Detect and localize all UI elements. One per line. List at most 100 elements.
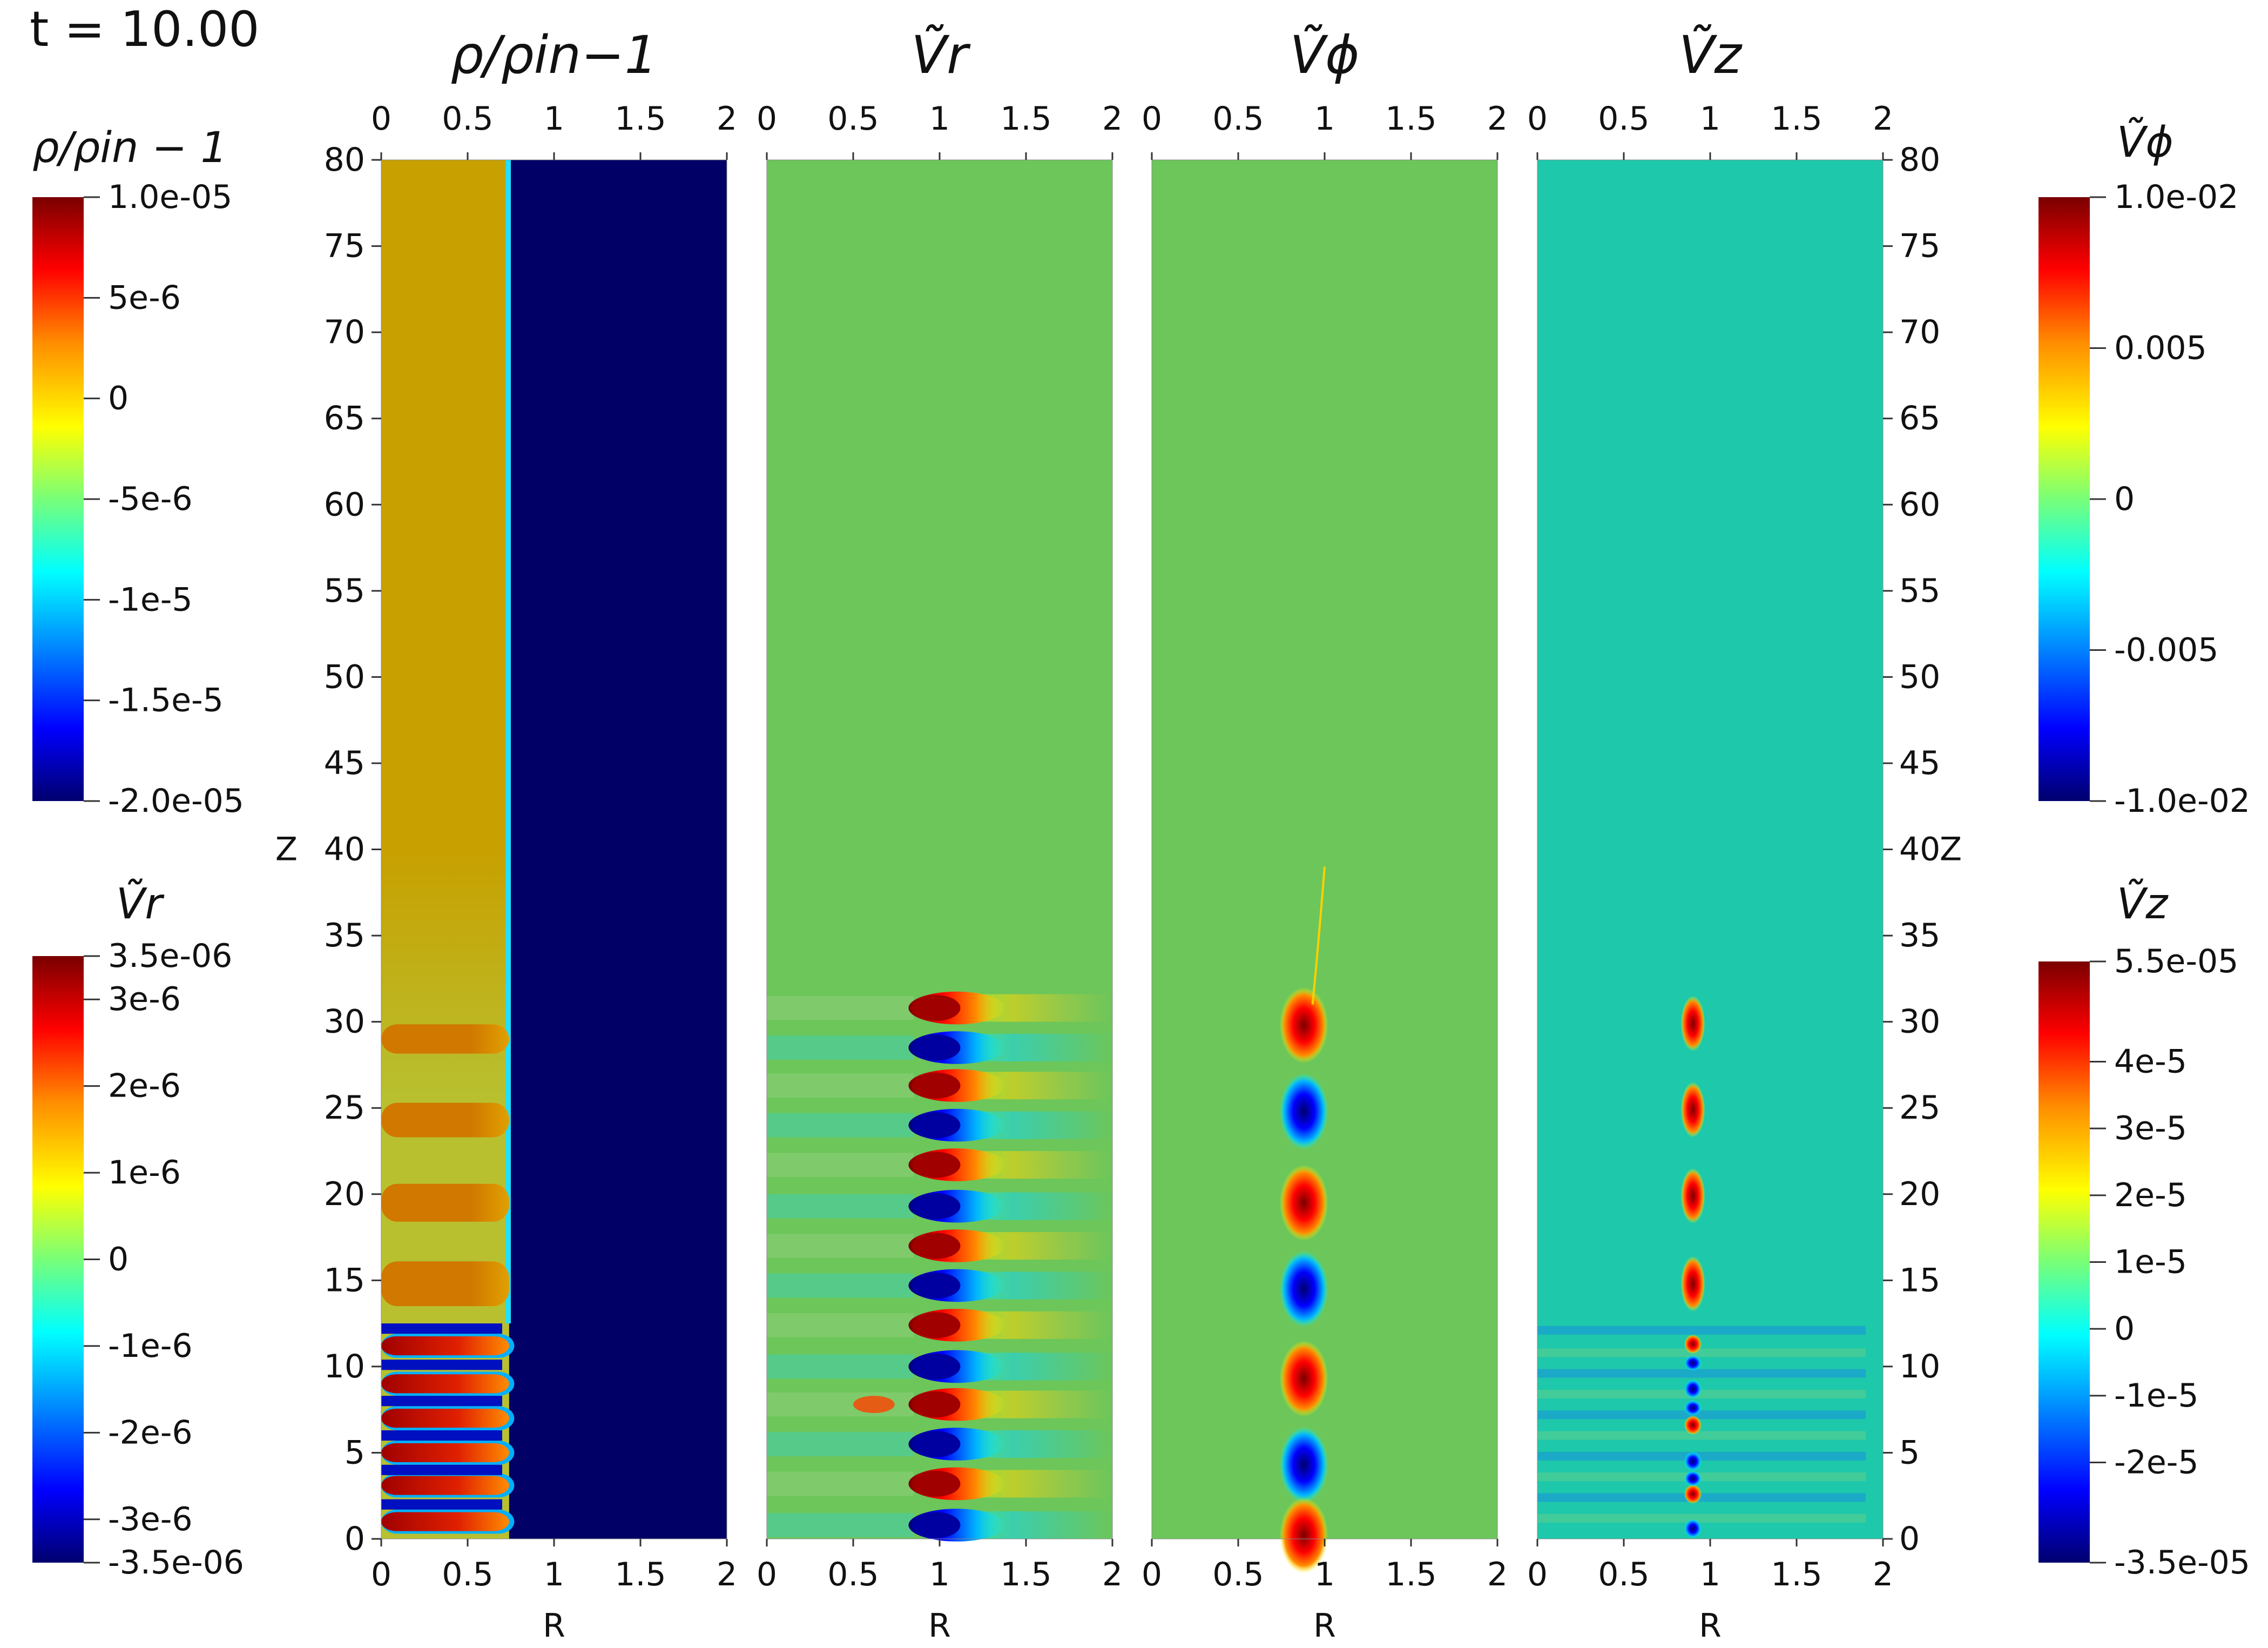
colorbar-tick-label: -0.005: [2114, 631, 2218, 669]
vz-small-lobe: [1684, 1519, 1702, 1538]
x-axis-label: R: [1699, 1607, 1722, 1645]
vr-lobe-core: [912, 1034, 961, 1061]
z-tick-label-right: 80: [1899, 141, 1940, 179]
x-tick-label-top: 2: [1102, 100, 1123, 138]
rho-boundary-line: [505, 160, 511, 1324]
panel-title: ρ/ρin−1: [450, 25, 657, 85]
colorbar-max-label: 1.0e-05: [108, 178, 232, 216]
x-tick-label-top: 0: [1142, 100, 1162, 138]
rho-band-trough: [381, 1360, 502, 1370]
x-tick-label-bottom: 1.5: [615, 1556, 666, 1593]
colorbar-vphi: Ṽϕ 1.0e-02 -1.0e-02 0.005 0 -0.005: [2039, 117, 2250, 820]
rho-band-trough: [381, 1430, 502, 1441]
x-tick-label-top: 2: [1873, 100, 1893, 138]
z-tick-label-left: 20: [324, 1175, 365, 1213]
vr-lobe-core: [912, 1431, 961, 1457]
colorbar-min-label: -3.5e-05: [2114, 1544, 2250, 1582]
vr-lobe-core: [912, 1353, 961, 1380]
z-tick-label-left: 70: [324, 313, 365, 351]
rho-band: [381, 1336, 509, 1356]
colorbar-tick-label: -3e-6: [108, 1501, 193, 1538]
vz-streak: [1537, 1410, 1866, 1420]
colorbar-tick-label: 0.005: [2114, 329, 2207, 367]
z-tick-label-right: 25: [1899, 1089, 1940, 1127]
z-tick-label-right: 10: [1899, 1348, 1940, 1385]
vphi-lobe: [1279, 1251, 1328, 1327]
vr-lobe-core: [912, 1152, 961, 1178]
z-tick-label-right: 0: [1899, 1520, 1920, 1558]
panel-vz: [1537, 160, 1883, 1539]
z-tick-label-left: 75: [324, 227, 365, 265]
vz-lobe: [1680, 1082, 1705, 1138]
rho-band-trough: [381, 1323, 502, 1334]
vz-small-lobe: [1684, 1470, 1702, 1486]
colorbar-gradient: [32, 197, 84, 801]
rho-band: [381, 1409, 509, 1428]
x-tick-label-bottom: 1.5: [1000, 1556, 1051, 1593]
vz-lobe: [1680, 995, 1705, 1051]
colorbar-vr: Ṽr 3.5e-06 -3.5e-06 3e-6 2e-6 1e-6 0 -1e-6 -2e-6…: [32, 878, 244, 1582]
rho-band: [381, 1102, 509, 1138]
x-tick-label-top: 0.5: [827, 100, 879, 138]
vz-streak: [1537, 1514, 1866, 1523]
x-tick-label-bottom: 2: [717, 1556, 737, 1593]
colorbar-max-label: 3.5e-06: [108, 937, 232, 975]
colorbar-tick-label: 1e-6: [108, 1154, 181, 1192]
x-tick-label-bottom: 1: [544, 1556, 564, 1593]
vr-streak: [767, 1194, 914, 1219]
colorbar-tick-label: 3e-6: [108, 980, 181, 1018]
rho-band-trough: [381, 1464, 502, 1475]
colorbar-tick-label: 2e-6: [108, 1067, 181, 1105]
colorbar-rho: ρ/ρin − 1 1.0e-05 -2.0e-05 5e-6 0 -5e-6 -1e-5 -…: [32, 124, 244, 820]
x-tick-label-top: 1: [1700, 100, 1720, 138]
vz-streak: [1537, 1326, 1866, 1335]
z-tick-label-right: 60: [1899, 486, 1940, 523]
colorbar-min-label: -2.0e-05: [108, 782, 244, 820]
vr-lobe-core: [912, 1470, 961, 1497]
x-tick-label-bottom: 1.5: [1385, 1556, 1436, 1593]
vz-streak: [1537, 1451, 1866, 1461]
heatmap-panels: [381, 160, 1883, 1573]
vr-lobe-core: [912, 1391, 961, 1418]
vphi-lobe: [1279, 1073, 1328, 1149]
x-tick-label-top: 0: [1527, 100, 1548, 138]
x-tick-label-top: 1: [544, 100, 564, 138]
panel-title: Ṽz: [1679, 24, 1743, 85]
x-axis-label: R: [543, 1607, 565, 1645]
vz-background: [1537, 160, 1883, 1539]
z-tick-label-right: 40: [1899, 831, 1940, 869]
axes: ρ/ρin−1000.50.5111.51.522RṼr000.50.5111.…: [275, 24, 1962, 1645]
z-tick-label-left: 45: [324, 744, 365, 782]
colorbar-tick-label: -1e-5: [2114, 1377, 2199, 1415]
colorbar-tick-label: -2e-5: [2114, 1444, 2199, 1482]
x-tick-label-bottom: 1: [1314, 1556, 1335, 1593]
colorbar-min-label: -3.5e-06: [108, 1544, 244, 1582]
x-tick-label-bottom: 0.5: [827, 1556, 879, 1593]
colorbar-tick-label: 3e-5: [2114, 1109, 2187, 1147]
rho-band: [381, 1443, 509, 1462]
vr-lobe-core: [912, 1233, 961, 1259]
panel-vr: [767, 160, 1112, 1542]
vz-small-lobe: [1684, 1334, 1702, 1354]
x-tick-label-top: 1: [929, 100, 950, 138]
vr-lobe-core: [912, 1312, 961, 1338]
vz-small-lobe: [1684, 1484, 1702, 1504]
vz-streak: [1537, 1348, 1866, 1357]
z-tick-label-left: 80: [324, 141, 365, 179]
vr-lobe-core: [912, 995, 961, 1021]
x-tick-label-top: 0.5: [1598, 100, 1649, 138]
vz-streak: [1537, 1389, 1866, 1398]
panel-vphi: [1152, 160, 1497, 1573]
x-tick-label-bottom: 2: [1873, 1556, 1893, 1593]
vr-lobe-core: [912, 1272, 961, 1299]
z-tick-label-right: 15: [1899, 1261, 1940, 1299]
x-tick-label-top: 0.5: [442, 100, 493, 138]
x-tick-label-top: 0.5: [1212, 100, 1264, 138]
z-tick-label-right: 55: [1899, 572, 1940, 610]
colorbar-gradient: [2039, 961, 2090, 1563]
vr-streak: [767, 1354, 914, 1379]
vphi-lobe: [1279, 987, 1328, 1064]
rho-band: [381, 1261, 509, 1307]
colorbar-title: ρ/ρin − 1: [32, 124, 227, 172]
vr-streak: [767, 1113, 914, 1138]
